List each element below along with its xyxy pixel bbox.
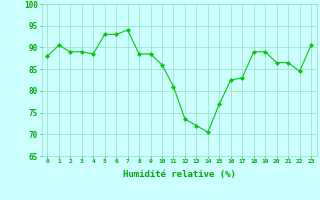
X-axis label: Humidité relative (%): Humidité relative (%) [123, 170, 236, 179]
